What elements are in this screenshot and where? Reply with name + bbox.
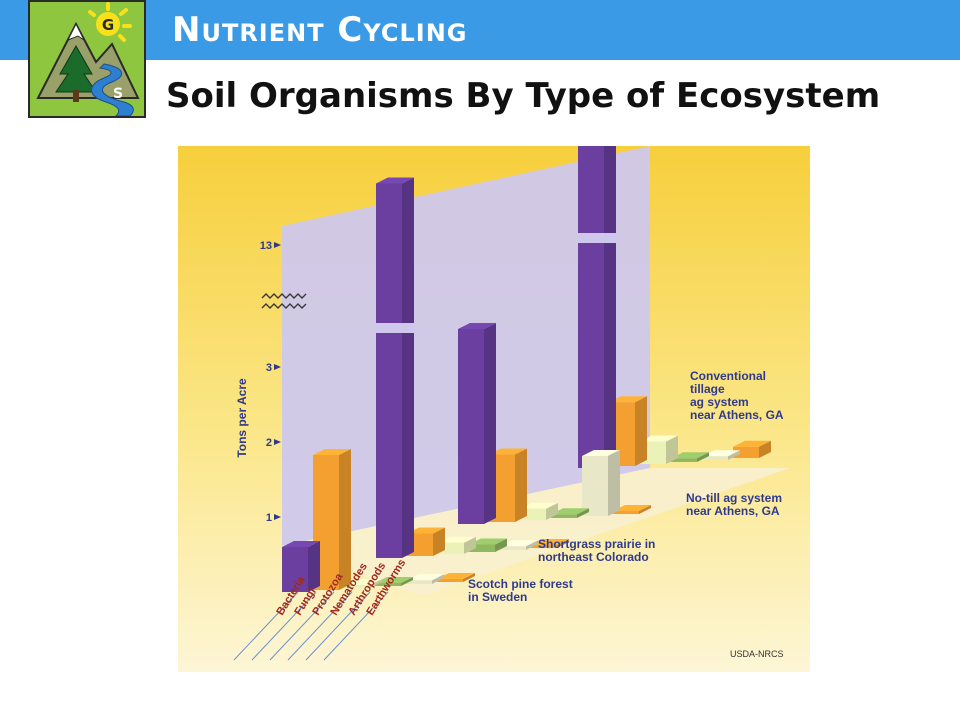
bar-s1-nematodes [469, 538, 507, 552]
y-tick-arrow-icon [274, 364, 281, 370]
y-tick-arrow-icon [274, 514, 281, 520]
bar-s1-fungi [407, 527, 445, 556]
slide-title: Soil Organisms By Type of Ecosystem [166, 76, 881, 116]
series-label-no-till-ag: No-till ag system near Athens, GA [686, 491, 782, 518]
svg-text:S: S [113, 86, 123, 102]
bar-s3-earthworms [733, 440, 771, 458]
bar-s2-arthropods [582, 450, 620, 516]
category-guide-line [287, 591, 353, 661]
bar-s1-protozoa [438, 536, 476, 554]
y-tick-label: 1 [266, 512, 272, 524]
logo: G S [28, 0, 146, 118]
bar-s2-earthworms [613, 505, 651, 514]
sun-icon: G [88, 2, 132, 42]
series-label-shortgrass-prairie: Shortgrass prairie in northeast Colorado [538, 537, 655, 564]
series-label-scotch-pine-forest: Scotch pine forest in Sweden [468, 577, 573, 604]
y-tick-arrow-icon [274, 439, 281, 445]
category-guide-line [305, 591, 371, 661]
category-guide-line [323, 591, 389, 661]
y-tick-label: 2 [266, 437, 272, 449]
series-label-conventional-tillage: Conventional tillage ag system near Athens,… [690, 369, 784, 422]
header-band [0, 0, 960, 60]
bar-s3-bacteria [577, 146, 617, 468]
river-icon: S [91, 63, 134, 116]
bar-s1-bacteria [375, 177, 415, 558]
bar-s1-earthworms [531, 539, 569, 548]
y-axis-label: Tons per Acre [235, 378, 249, 458]
bar-s1-arthropods [500, 540, 538, 550]
axis-break-icon [261, 293, 307, 309]
soil-organisms-3d-bar-chart: Tons per Acre 1 2 3 13 Scotch pine forest in… [178, 146, 810, 672]
section-title: Nutrient Cycling [172, 10, 468, 50]
bar-s2-bacteria [458, 323, 496, 524]
mountain-tree-river-sun-logo-icon: G S [30, 2, 144, 116]
category-guide-line [251, 591, 317, 661]
bar-s0-earthworms [437, 573, 475, 582]
credit: USDA-NRCS [730, 649, 784, 659]
category-guide-line [269, 591, 335, 661]
y-tick-label: 13 [260, 240, 272, 252]
bar-s0-nematodes [375, 577, 413, 586]
y-tick-arrow-icon [274, 242, 281, 248]
bar-s2-nematodes [551, 508, 589, 518]
y-tick-label: 3 [266, 362, 272, 374]
tree-icon [55, 44, 97, 102]
bar-s0-arthropods [406, 574, 444, 584]
bar-s3-nematodes [671, 452, 709, 462]
bar-s0-bacteria [282, 541, 320, 592]
bar-s3-arthropods [702, 450, 740, 460]
svg-text:G: G [102, 16, 114, 34]
category-guide-line [233, 591, 299, 661]
bar-s2-protozoa [520, 502, 558, 520]
floor-plane [282, 468, 790, 596]
bar-s0-protozoa [344, 579, 382, 588]
